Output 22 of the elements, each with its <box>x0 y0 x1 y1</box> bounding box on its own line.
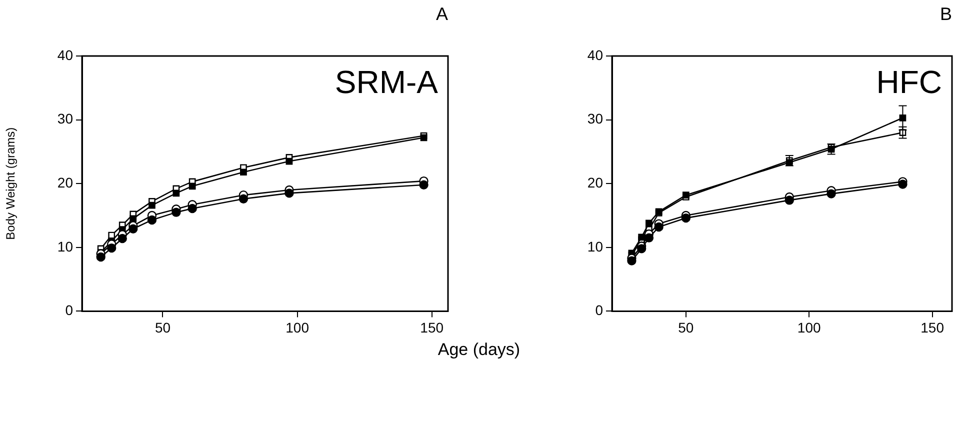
y-tick-label: 20 <box>587 174 604 190</box>
x-tick-label: 150 <box>920 319 944 336</box>
x-tick-label: 50 <box>678 319 694 336</box>
chart-title: B <box>940 4 952 24</box>
y-tick-label: 20 <box>57 174 74 190</box>
y-tick-label: 10 <box>57 238 74 254</box>
annotation: HFC <box>876 64 942 100</box>
y-tick-label: 10 <box>587 238 604 254</box>
x-tick-label: 50 <box>154 319 171 336</box>
y-axis-title: Body Weight (grams) <box>4 127 18 240</box>
x-tick-label: 150 <box>420 319 444 336</box>
chart-title: A <box>436 4 448 24</box>
x-axis-title: Age (days) <box>436 340 522 360</box>
x-tick-label: 100 <box>797 319 821 336</box>
y-tick-label: 30 <box>57 110 74 127</box>
y-tick-label: 0 <box>65 302 74 318</box>
annotation: SRM-A <box>334 64 439 100</box>
y-tick-label: 30 <box>587 110 604 127</box>
x-tick-label: 100 <box>286 319 310 336</box>
y-tick-label: 40 <box>587 46 604 63</box>
y-tick-label: 0 <box>595 302 604 318</box>
y-tick-label: 40 <box>57 46 74 63</box>
